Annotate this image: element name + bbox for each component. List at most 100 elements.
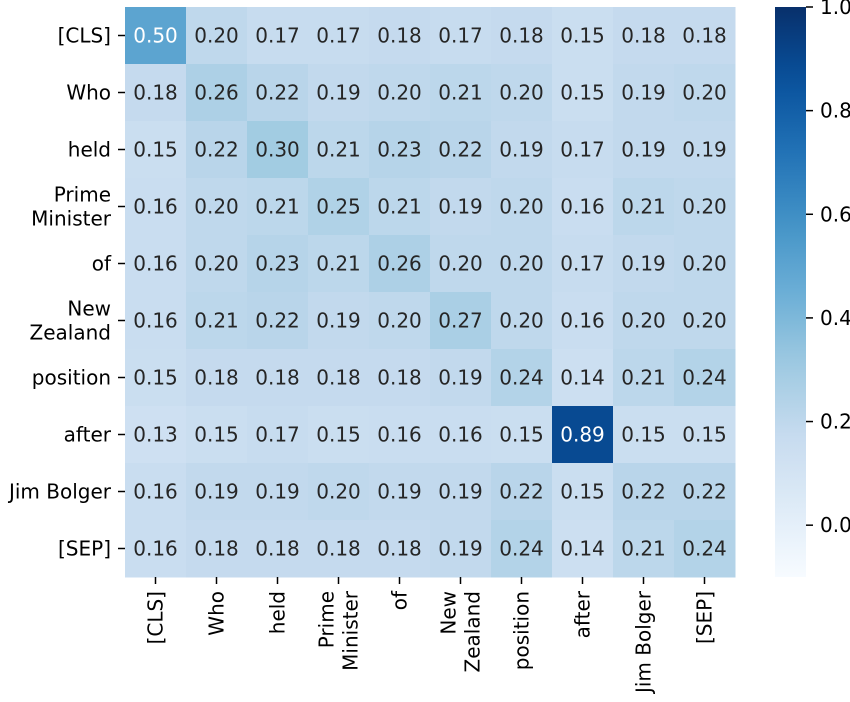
heatmap-cell xyxy=(674,64,736,122)
heatmap-cell xyxy=(125,292,187,350)
cell-value-label: 0.18 xyxy=(377,24,422,48)
heatmap-cells: 0.50 0.20 0.17 0.17 0.18 0.17 0.18 0.15 0.18 0.18… xyxy=(125,7,736,578)
heatmap-cell xyxy=(613,463,675,521)
y-tick-labels: [CLS] Who held Prime Minister of New Zealand pos… xyxy=(7,24,125,561)
x-tick-label: position xyxy=(510,591,534,670)
x-tick-label: held xyxy=(266,591,290,634)
heatmap-cell xyxy=(491,64,553,122)
heatmap-cell xyxy=(674,292,736,350)
heatmap-cell xyxy=(369,292,431,350)
heatmap-cell xyxy=(308,406,370,464)
x-tick-label: [SEP] xyxy=(693,591,717,644)
cell-value-label: 0.25 xyxy=(316,195,361,219)
x-tick-labels: [CLS] Who held PrimeMinister of NewZealand pos… xyxy=(144,577,717,695)
cell-value-label: 0.18 xyxy=(194,366,239,390)
heatmap-cell xyxy=(186,121,248,179)
heatmap-cell xyxy=(552,463,614,521)
heatmap-cell xyxy=(247,235,309,293)
cell-value-label: 0.15 xyxy=(316,423,361,447)
heatmap-cell xyxy=(430,520,492,578)
cell-value-label: 0.20 xyxy=(499,309,544,333)
colorbar-gradient xyxy=(775,7,806,577)
heatmap-cell xyxy=(247,349,309,407)
colorbar-tick-label: 1.0 xyxy=(820,0,850,19)
heatmap-cell xyxy=(552,235,614,293)
cell-value-label: 0.20 xyxy=(621,309,666,333)
heatmap-cell xyxy=(125,349,187,407)
cell-value-label: 0.20 xyxy=(194,252,239,276)
cell-value-label: 0.18 xyxy=(621,24,666,48)
x-tick-label: Jim Bolger xyxy=(632,590,656,695)
heatmap-cell xyxy=(430,406,492,464)
cell-value-label: 0.21 xyxy=(316,252,361,276)
cell-value-label: 0.17 xyxy=(316,24,361,48)
y-tick-label: Prime Minister xyxy=(31,183,112,231)
cell-value-label: 0.18 xyxy=(133,81,178,105)
cell-value-label: 0.16 xyxy=(133,309,178,333)
heatmap-cell xyxy=(186,349,248,407)
cell-value-label: 0.21 xyxy=(621,195,666,219)
cell-value-label: 0.19 xyxy=(377,480,422,504)
cell-value-label: 0.21 xyxy=(377,195,422,219)
heatmap-cell xyxy=(125,406,187,464)
heatmap-cell xyxy=(674,520,736,578)
cell-value-label: 0.15 xyxy=(560,24,605,48)
cell-value-label: 0.19 xyxy=(194,480,239,504)
cell-value-label: 0.19 xyxy=(621,252,666,276)
cell-value-label: 0.20 xyxy=(316,480,361,504)
heatmap-cell xyxy=(369,463,431,521)
cell-value-label: 0.15 xyxy=(133,366,178,390)
cell-value-label: 0.16 xyxy=(438,423,483,447)
heatmap-cell xyxy=(186,235,248,293)
heatmap-cell xyxy=(613,7,675,65)
heatmap-cell xyxy=(186,292,248,350)
cell-value-label: 0.22 xyxy=(621,480,666,504)
heatmap-cell xyxy=(308,64,370,122)
heatmap-cell xyxy=(308,235,370,293)
x-tick-label: NewZealand xyxy=(437,591,485,672)
y-tick-label: held xyxy=(68,138,111,162)
cell-value-label: 0.17 xyxy=(255,423,300,447)
cell-value-label: 0.22 xyxy=(682,480,727,504)
heatmap-cell xyxy=(247,64,309,122)
cell-value-label: 0.15 xyxy=(133,138,178,162)
cell-value-label: 0.14 xyxy=(560,366,605,390)
cell-value-label: 0.26 xyxy=(194,81,239,105)
cell-value-label: 0.16 xyxy=(133,252,178,276)
heatmap-cell xyxy=(369,235,431,293)
heatmap-cell xyxy=(125,235,187,293)
heatmap-cell xyxy=(552,520,614,578)
heatmap-cell xyxy=(674,178,736,236)
cell-value-label: 0.19 xyxy=(316,81,361,105)
heatmap-cell xyxy=(247,520,309,578)
cell-value-label: 0.17 xyxy=(255,24,300,48)
heatmap-cell xyxy=(491,7,553,65)
cell-value-label: 0.16 xyxy=(560,195,605,219)
cell-value-label: 0.20 xyxy=(682,309,727,333)
heatmap-cell xyxy=(491,349,553,407)
heatmap-cell xyxy=(369,7,431,65)
cell-value-label: 0.21 xyxy=(316,138,361,162)
cell-value-label: 0.20 xyxy=(438,252,483,276)
cell-value-label: 0.18 xyxy=(255,366,300,390)
heatmap-cell xyxy=(430,292,492,350)
cell-value-label: 0.15 xyxy=(682,423,727,447)
heatmap-cell xyxy=(369,520,431,578)
y-tick-label: after xyxy=(64,423,112,447)
cell-value-label: 0.16 xyxy=(133,480,178,504)
cell-value-label: 0.16 xyxy=(560,309,605,333)
heatmap-cell xyxy=(491,178,553,236)
heatmap-cell xyxy=(613,292,675,350)
heatmap-cell xyxy=(430,349,492,407)
heatmap-cell xyxy=(430,64,492,122)
cell-value-label: 0.19 xyxy=(438,537,483,561)
cell-value-label: 0.24 xyxy=(499,537,544,561)
cell-value-label: 0.20 xyxy=(499,195,544,219)
cell-value-label: 0.20 xyxy=(499,252,544,276)
cell-value-label: 0.17 xyxy=(438,24,483,48)
cell-value-label: 0.26 xyxy=(377,252,422,276)
cell-value-label: 0.13 xyxy=(133,423,178,447)
heatmap-cell xyxy=(674,463,736,521)
cell-value-label: 0.24 xyxy=(499,366,544,390)
